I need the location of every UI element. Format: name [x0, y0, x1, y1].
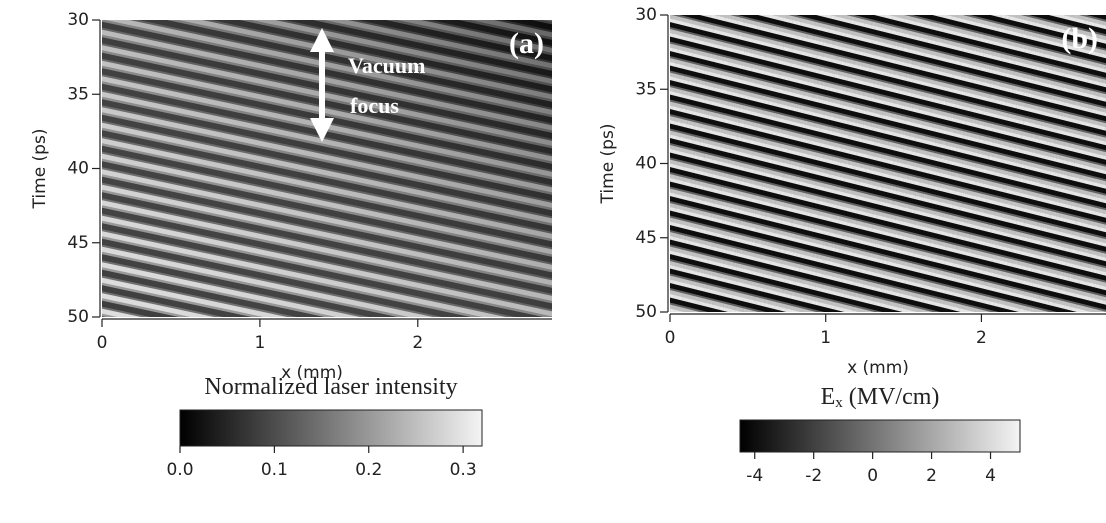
y-axis-label: Time (ps): [598, 124, 618, 205]
x-axis-label: x (mm): [847, 358, 909, 378]
y-tick-label: 40: [635, 154, 657, 174]
y-tick-label: 35: [635, 79, 657, 99]
y-tick-label: 50: [635, 302, 657, 322]
colorbar: [179, 409, 483, 447]
colorbar-tick-label: -4: [746, 466, 763, 486]
x-tick-label: 0: [665, 328, 676, 348]
colorbar-tick-label: -2: [805, 466, 822, 486]
heatmap-image: [670, 15, 1106, 312]
y-tick-label: 30: [635, 5, 657, 25]
x-tick-label: 1: [254, 333, 265, 353]
colorbar-tick-label: 0.0: [166, 460, 193, 480]
x-tick-label: 1: [820, 328, 831, 348]
colorbar-title: Ex (MV/cm): [821, 384, 940, 412]
panel-label: (b): [1061, 22, 1098, 55]
colorbar-tick-label: 2: [926, 466, 937, 486]
colorbar-tick-label: 4: [985, 466, 996, 486]
x-tick-label: 2: [976, 328, 987, 348]
colorbar-title-part: x: [835, 395, 843, 411]
colorbar: [739, 419, 1021, 453]
x-tick-label: 2: [412, 333, 423, 353]
y-axis-label: Time (ps): [30, 129, 50, 210]
colorbar-tick-label: 0.2: [355, 460, 382, 480]
colorbar-title-part: E: [821, 384, 836, 410]
heatmap-shade: [102, 20, 552, 317]
annotation-arrowhead: [310, 28, 334, 142]
colorbar-title-part: (MV/cm): [849, 384, 940, 410]
y-tick-label: 50: [67, 307, 89, 327]
y-tick-label: 45: [67, 233, 89, 253]
colorbar-tick-label: 0: [867, 466, 878, 486]
panel-label: (a): [509, 27, 544, 60]
colorbar-tick-label: 0.3: [450, 460, 477, 480]
y-tick-label: 45: [635, 228, 657, 248]
x-tick-label: 0: [97, 333, 108, 353]
colorbar-title: Normalized laser intensity: [204, 374, 457, 400]
annotation: focus: [350, 93, 399, 118]
y-tick-label: 40: [67, 159, 89, 179]
annotation: Vacuum: [348, 53, 425, 78]
x-axis-label: x (mm): [281, 363, 343, 383]
colorbar-title-part: Normalized laser intensity: [204, 374, 457, 400]
y-tick-label: 30: [67, 10, 89, 30]
colorbar-tick-label: 0.1: [261, 460, 288, 480]
y-tick-label: 35: [67, 84, 89, 104]
